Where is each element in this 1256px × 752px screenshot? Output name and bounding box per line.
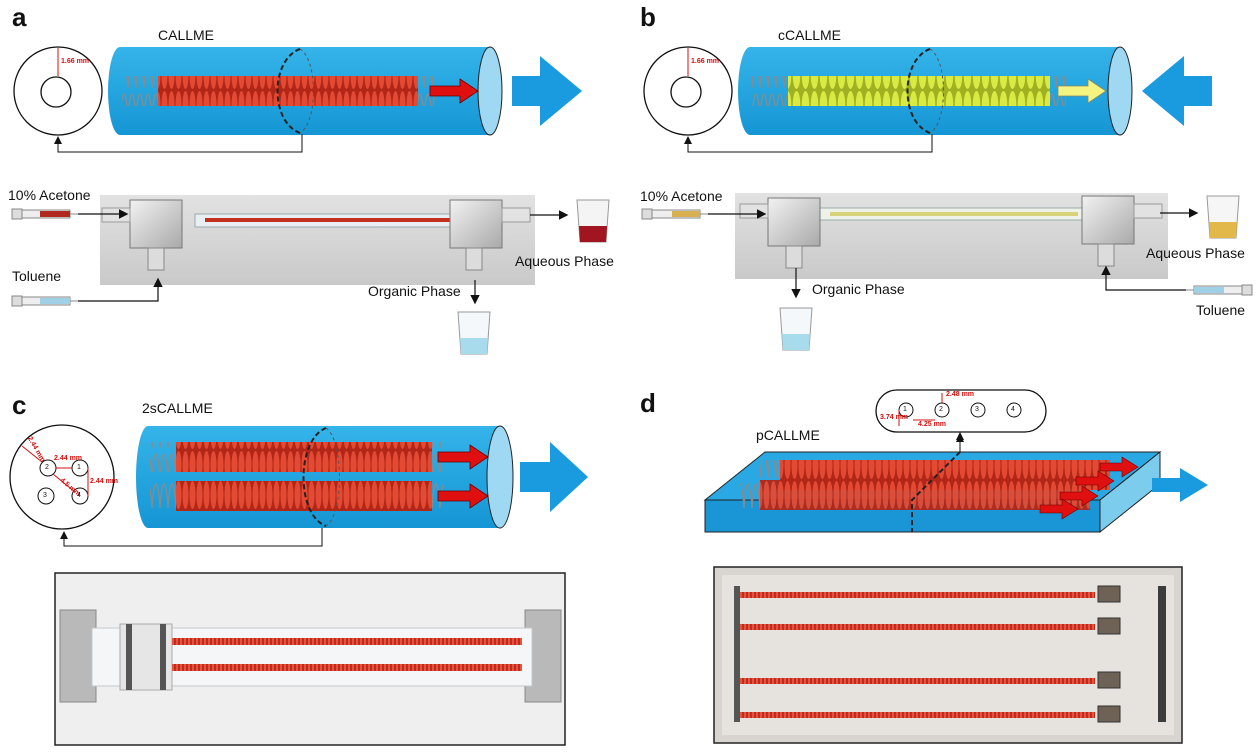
panel-c-letter: c [12,390,27,420]
beaker-aqueous-a [576,199,610,243]
hole-label-c-3: 3 [43,492,47,499]
acetone-label-a: 10% Acetone [8,187,91,203]
cross-section-outer [9,424,115,530]
coil-red-2 [760,480,1090,510]
dimension-label-a: 1.66 mm [61,58,90,65]
dimension-label-b: 1.66 mm [691,58,720,65]
flow-direction-arrow-left [1142,56,1212,126]
section-cut [276,48,301,134]
syringe-toluene-b [1186,284,1253,296]
hole-3 [37,487,55,505]
panel-a-title: CALLME [158,27,215,43]
cross-section-inner [40,76,72,108]
hole-label-d-4: 4 [1011,406,1015,413]
panel-a-diagram [13,46,582,153]
panel-d-letter: d [640,388,656,418]
organic-phase-label-b: Organic Phase [812,281,905,297]
aqueous-phase-label-a: Aqueous Phase [515,253,614,269]
toluene-label-a: Toluene [12,268,62,284]
yellow-flow-arrow [1057,78,1107,104]
syringe-acetone-b [641,208,708,220]
panel-c-title: 2sCALLME [142,400,213,416]
hole-label-d-3: 3 [975,406,979,413]
panel-b-diagram [643,46,1212,153]
panel-d-diagram [703,389,1208,534]
coil-red-top [176,442,432,472]
organic-phase-label-a: Organic Phase [368,283,461,299]
flow-direction-arrow [520,442,588,512]
syringe-toluene-a [11,295,78,307]
beaker-organic-b [779,307,813,351]
hole-label-d-1: 1 [903,406,907,413]
panel-a-photo [100,195,535,285]
dim-c-2: 2.44 mm [90,478,119,485]
tube-end [477,46,503,136]
tube-body [136,426,500,528]
flow-direction-arrow [1152,468,1208,502]
dim-d-3: 4.25 mm [918,421,947,428]
hole-4 [1006,402,1022,418]
red-flow-arrow [429,78,479,104]
hole-label-c-2: 2 [45,464,49,471]
panel-b-photo [735,193,1168,279]
hole-label-d-2: 2 [939,406,943,413]
hole-label-c-4: 4 [77,492,81,499]
hole-3 [970,402,986,418]
toluene-label-b: Toluene [1196,302,1246,318]
panel-d-title: pCALLME [756,427,820,443]
acetone-label-b: 10% Acetone [640,188,723,204]
dim-c-1: 2.44 mm [54,455,83,462]
coil-red [158,76,418,106]
beaker-aqueous-b [1206,195,1240,239]
flow-direction-arrow [512,56,582,126]
hole-label-c-1: 1 [77,464,81,471]
coil-grey-start [122,76,158,106]
syringe-acetone-a [11,208,78,220]
aqueous-phase-label-b: Aqueous Phase [1146,245,1245,261]
panel-b-title: cCALLME [778,27,842,43]
panel-d-photo [713,566,1183,744]
beaker-organic-a [457,311,491,355]
panel-c-diagram [9,424,588,547]
panel-b-letter: b [640,2,656,32]
coil-yellow [788,76,1050,106]
panel-a-letter: a [12,2,27,32]
dim-d-2: 3.74 mm [880,414,909,421]
dim-d-1: 2.48 mm [946,391,975,398]
panel-c-photo [54,572,566,746]
coil-grey-end [418,76,436,106]
